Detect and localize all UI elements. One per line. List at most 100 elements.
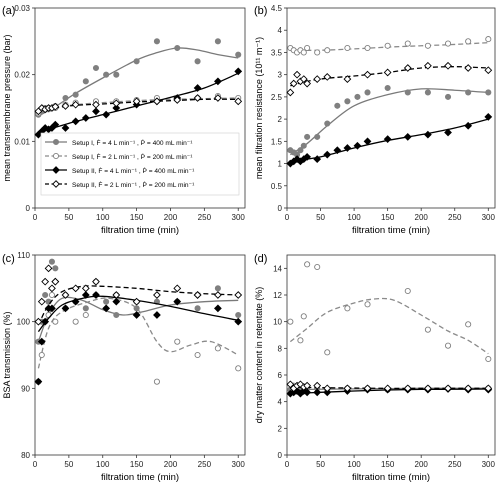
data-point (484, 66, 493, 75)
x-tick-label: 300 (232, 460, 246, 469)
data-point (465, 38, 472, 45)
data-point (424, 130, 432, 139)
trend-line (37, 295, 239, 333)
data-point (34, 317, 43, 326)
y-axis-label: mean transmembrane pressure (bar) (2, 34, 12, 181)
y-tick-label: 0 (26, 204, 31, 213)
data-point (324, 47, 331, 54)
data-point (465, 89, 472, 96)
data-point (333, 146, 342, 155)
data-point (354, 93, 361, 100)
y-tick-label: 6 (278, 371, 283, 380)
data-point (52, 318, 59, 325)
data-point (404, 89, 411, 96)
x-tick-label: 200 (164, 213, 178, 222)
data-point (323, 73, 332, 81)
x-tick-label: 200 (415, 213, 429, 222)
data-point (464, 384, 473, 393)
data-point (193, 94, 202, 102)
data-point (113, 71, 120, 78)
data-point (334, 102, 341, 109)
data-point (289, 79, 298, 88)
data-point (214, 38, 221, 45)
y-tick-label: 0 (278, 204, 283, 213)
data-point (72, 91, 79, 98)
data-point (214, 291, 222, 299)
data-point (444, 61, 452, 70)
panel-label: (a) (2, 5, 15, 17)
y-tick-label: 80 (21, 451, 30, 460)
legend-label: Setup II, Ḟ = 2 L min⁻¹ , Ṗ = 200 mL m… (72, 180, 195, 189)
data-point (444, 342, 452, 349)
data-point (364, 89, 371, 96)
data-point (48, 258, 55, 265)
y-tick-label: 3 (278, 71, 283, 80)
data-point (81, 284, 90, 293)
x-tick-label: 100 (96, 460, 110, 469)
x-tick-label: 50 (64, 460, 73, 469)
data-point (71, 284, 80, 293)
data-point (314, 133, 321, 140)
data-point (313, 381, 322, 390)
data-point (313, 155, 322, 163)
panel-c: (c) 0 50 100 150 200 250 300 80 90 100 110 filtratio… (2, 251, 245, 483)
data-point (194, 351, 201, 359)
data-point (404, 287, 411, 295)
y-tick-label: 14 (273, 264, 282, 273)
data-point (304, 133, 311, 140)
y-tick-label: 0.02 (14, 71, 30, 80)
x-tick-label: 300 (232, 213, 246, 222)
x-tick-label: 300 (482, 213, 496, 222)
data-point (193, 291, 202, 299)
x-tick-label: 50 (64, 213, 73, 222)
data-point (403, 133, 412, 141)
data-point (235, 51, 242, 58)
data-point (464, 121, 473, 130)
data-point (485, 36, 492, 43)
plot-frame (34, 7, 246, 209)
data-point (234, 97, 243, 106)
data-point (323, 150, 332, 159)
y-tick-label: 4 (278, 26, 283, 35)
data-point (297, 337, 304, 344)
data-point (72, 318, 79, 325)
data-point (113, 311, 120, 319)
data-point (287, 318, 294, 325)
series-3 (34, 94, 243, 116)
y-axis-label: mean filtration resistance (10¹¹ m⁻¹) (254, 37, 264, 179)
data-point (132, 311, 141, 319)
trend-line (289, 88, 489, 156)
series-3 (34, 264, 243, 326)
y-tick-label: 2.5 (271, 93, 283, 102)
data-point (485, 355, 492, 363)
legend-label: Setup I, Ḟ = 2 L min⁻¹ , Ṗ = 200 mL mi… (72, 152, 193, 161)
data-point (444, 384, 452, 393)
data-point (153, 38, 160, 45)
data-point (112, 291, 121, 299)
x-axis-label: filtration time (min) (352, 225, 430, 236)
data-point (465, 321, 472, 328)
data-point (403, 384, 412, 393)
data-point (102, 110, 111, 119)
data-point (173, 284, 182, 293)
data-point (444, 128, 452, 137)
data-point (42, 291, 49, 299)
panel-label: (c) (2, 253, 15, 265)
y-tick-label: 110 (17, 251, 30, 260)
data-point (92, 277, 100, 286)
x-tick-label: 100 (347, 460, 361, 469)
legend-marker (52, 166, 60, 174)
data-point (235, 365, 242, 372)
data-point (81, 114, 90, 122)
data-point (82, 305, 89, 312)
data-point (81, 291, 90, 299)
data-point (92, 64, 100, 72)
trend-line (37, 296, 239, 342)
data-point (364, 44, 371, 52)
trend-line (289, 297, 489, 355)
panel-d: (d) 0 50 100 150 200 250 300 0 2 4 6 8 10 12 14 filtrati… (254, 253, 496, 483)
data-point (404, 40, 411, 47)
y-tick-label: 0.01 (14, 137, 30, 146)
data-point (384, 84, 391, 92)
panel-b: (b) 0 50 100 150 200 250 300 0 0.5 1 1.5 2 2.5 3 3.5 4 4.… (254, 4, 496, 236)
